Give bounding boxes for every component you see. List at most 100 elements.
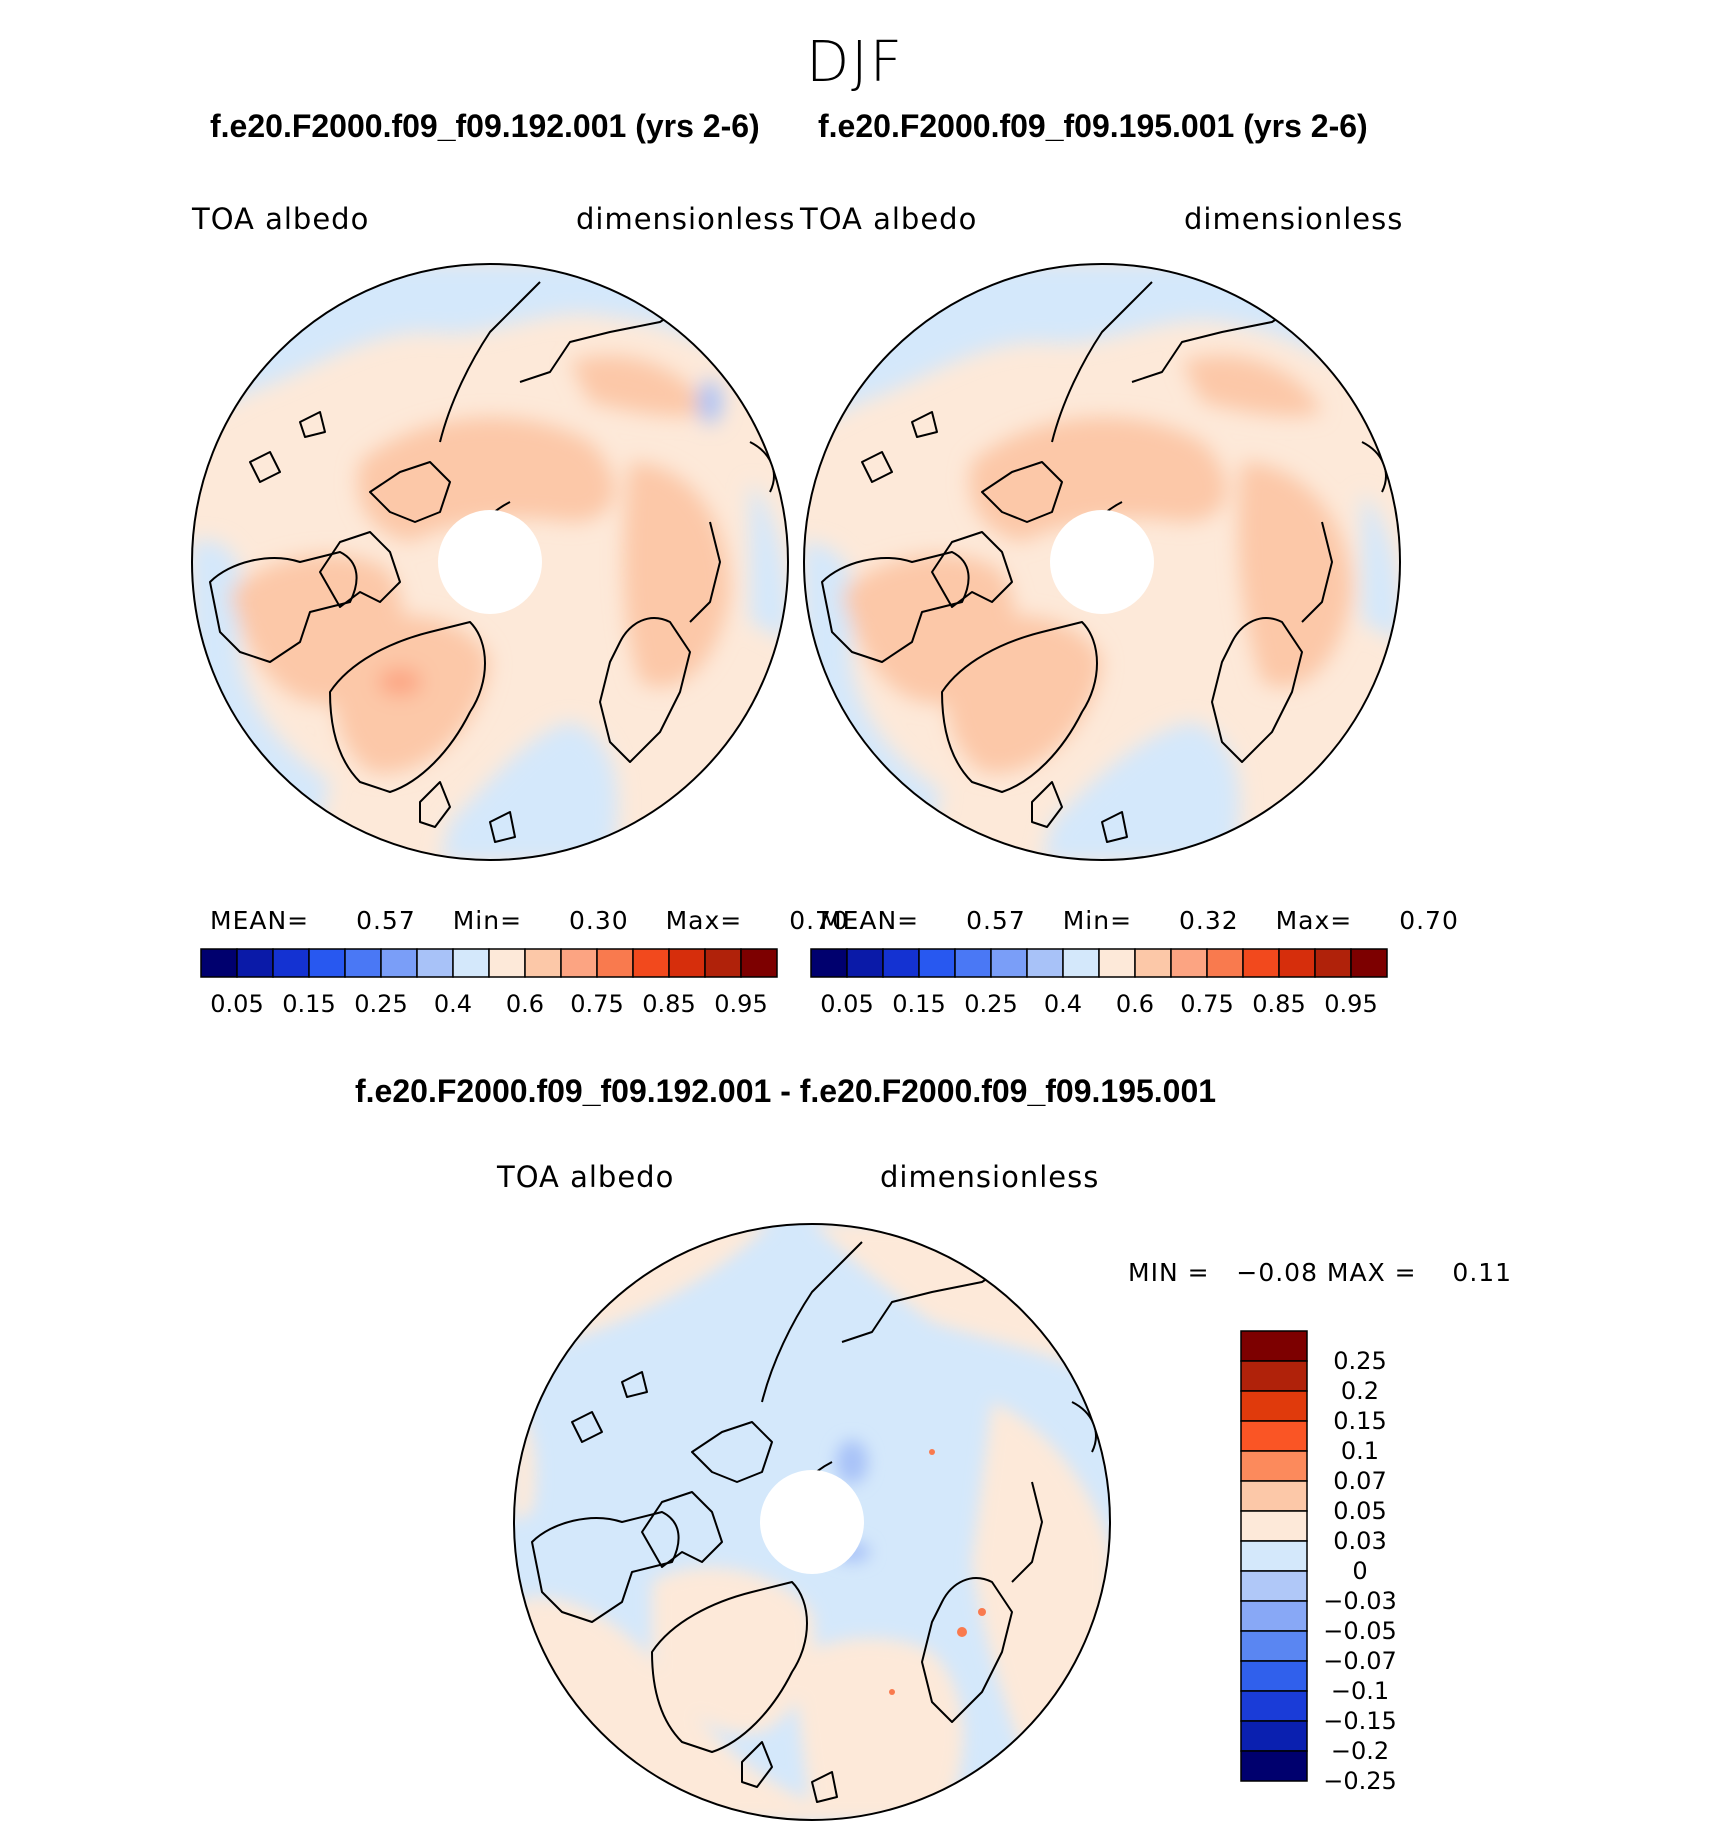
mean-label: MEAN= <box>210 906 310 935</box>
max-label: Max= <box>665 906 743 935</box>
colorbar-tick-label: 0.15 <box>892 990 945 1018</box>
max-value: 0.70 <box>1399 906 1459 935</box>
colorbar-swatch <box>740 948 778 978</box>
colorbar-swatch <box>272 948 310 978</box>
colorbar-swatch <box>632 948 670 978</box>
colorbar-swatch <box>1240 1420 1308 1452</box>
colorbar-tick-label: 0 <box>1352 1557 1367 1585</box>
colorbar-swatch <box>1314 948 1352 978</box>
colorbar-tick-label: 0.6 <box>506 990 544 1018</box>
colorbar-tick-label: 0.85 <box>642 990 695 1018</box>
min-label: Min= <box>452 906 523 935</box>
colorbar-swatch <box>1240 1360 1308 1392</box>
colorbar-swatch <box>990 948 1028 978</box>
colorbar-panel-1-ticks: 0.05 0.15 0.25 0.4 0.6 0.75 0.85 0.95 <box>210 990 767 1018</box>
panel-1-title: f.e20.F2000.f09_f09.192.001 (yrs 2-6) <box>210 108 760 144</box>
colorbar-panel-2 <box>810 948 1388 978</box>
colorbar-tick-label: 0.05 <box>1333 1497 1386 1525</box>
colorbar-swatch <box>1240 1630 1308 1662</box>
colorbar-tick-label: 0.75 <box>570 990 623 1018</box>
colorbar-swatch <box>1240 1540 1308 1572</box>
colorbar-diff: 0.250.20.150.10.070.050.030−0.03−0.05−0.… <box>1240 1330 1397 1795</box>
min-label: Min= <box>1062 906 1133 935</box>
colorbar-tick-label: 0.07 <box>1333 1467 1386 1495</box>
panel-1-variable: TOA albedo <box>192 202 370 236</box>
colorbar-tick-label: 0.1 <box>1341 1437 1379 1465</box>
colorbar-swatch <box>1240 1600 1308 1632</box>
figure-title: DJF <box>806 30 904 95</box>
colorbar-swatch <box>1242 948 1280 978</box>
colorbar-swatch <box>954 948 992 978</box>
colorbar-tick-label: −0.03 <box>1323 1587 1397 1615</box>
colorbar-swatch <box>1240 1720 1308 1752</box>
min-value: 0.30 <box>568 906 629 935</box>
colorbar-swatch <box>918 948 956 978</box>
mean-value: 0.57 <box>356 906 416 935</box>
panel-1-units: dimensionless <box>576 202 796 236</box>
colorbar-tick-label: 0.25 <box>964 990 1017 1018</box>
colorbar-swatch <box>1240 1390 1308 1422</box>
panel-2-stats: MEAN= 0.57 Min= 0.32 Max= 0.70 <box>820 906 1459 935</box>
colorbar-swatch <box>704 948 742 978</box>
colorbar-swatch <box>416 948 454 978</box>
colorbar-tick-label: −0.2 <box>1331 1737 1389 1765</box>
colorbar-swatch <box>1240 1330 1308 1362</box>
colorbar-tick-label: −0.1 <box>1331 1677 1389 1705</box>
colorbar-tick-label: −0.05 <box>1323 1617 1397 1645</box>
colorbar-swatch <box>1098 948 1136 978</box>
colorbar-tick-label: 0.15 <box>282 990 335 1018</box>
colorbar-swatch <box>380 948 418 978</box>
colorbar-swatch <box>1170 948 1208 978</box>
colorbar-tick-label: 0.85 <box>1252 990 1305 1018</box>
max-value: 0.70 <box>789 906 849 935</box>
colorbar-tick-label: 0.03 <box>1333 1527 1386 1555</box>
colorbar-tick-label: 0.4 <box>1044 990 1082 1018</box>
colorbar-swatch <box>452 948 490 978</box>
colorbar-swatch <box>488 948 526 978</box>
diff-panel-units: dimensionless <box>880 1160 1100 1194</box>
map-panel-1 <box>191 263 789 861</box>
colorbar-panel-2-ticks: 0.05 0.15 0.25 0.4 0.6 0.75 0.85 0.95 <box>820 990 1377 1018</box>
colorbar-swatch <box>1240 1750 1308 1782</box>
diff-panel-variable: TOA albedo <box>497 1160 675 1194</box>
colorbar-tick-label: −0.15 <box>1323 1707 1397 1735</box>
colorbar-swatch <box>1350 948 1388 978</box>
mean-label: MEAN= <box>820 906 920 935</box>
colorbar-tick-label: 0.75 <box>1180 990 1233 1018</box>
colorbar-tick-label: 0.6 <box>1116 990 1154 1018</box>
colorbar-swatch <box>1062 948 1100 978</box>
mean-value: 0.57 <box>966 906 1026 935</box>
colorbar-panel-1 <box>200 948 778 978</box>
colorbar-tick-label: −0.07 <box>1323 1647 1397 1675</box>
panel-2-variable: TOA albedo <box>800 202 978 236</box>
panel-2-units: dimensionless <box>1184 202 1404 236</box>
colorbar-swatch <box>200 948 238 978</box>
min-value: 0.32 <box>1178 906 1239 935</box>
colorbar-swatch <box>596 948 634 978</box>
colorbar-tick-label: 0.05 <box>820 990 873 1018</box>
map-panel-2 <box>803 263 1401 861</box>
colorbar-swatch <box>882 948 920 978</box>
colorbar-swatch <box>308 948 346 978</box>
colorbar-swatch <box>846 948 884 978</box>
colorbar-swatch <box>1206 948 1244 978</box>
colorbar-swatch <box>344 948 382 978</box>
colorbar-swatch <box>1026 948 1064 978</box>
colorbar-tick-label: −0.25 <box>1323 1767 1397 1795</box>
colorbar-swatch <box>668 948 706 978</box>
max-label: Max= <box>1275 906 1353 935</box>
colorbar-swatch <box>1134 948 1172 978</box>
colorbar-swatch <box>1278 948 1316 978</box>
colorbar-tick-label: 0.4 <box>434 990 472 1018</box>
colorbar-tick-label: 0.95 <box>1324 990 1377 1018</box>
colorbar-swatch <box>1240 1450 1308 1482</box>
diff-minmax: MIN = −0.08 MAX = 0.11 <box>1128 1258 1513 1287</box>
colorbar-tick-label: 0.2 <box>1341 1377 1379 1405</box>
colorbar-swatch <box>1240 1480 1308 1512</box>
diff-panel-title: f.e20.F2000.f09_f09.192.001 - f.e20.F200… <box>355 1073 1217 1109</box>
colorbar-tick-label: 0.25 <box>1333 1347 1386 1375</box>
colorbar-swatch <box>560 948 598 978</box>
colorbar-swatch <box>1240 1510 1308 1542</box>
colorbar-swatch <box>1240 1570 1308 1602</box>
colorbar-tick-label: 0.15 <box>1333 1407 1386 1435</box>
